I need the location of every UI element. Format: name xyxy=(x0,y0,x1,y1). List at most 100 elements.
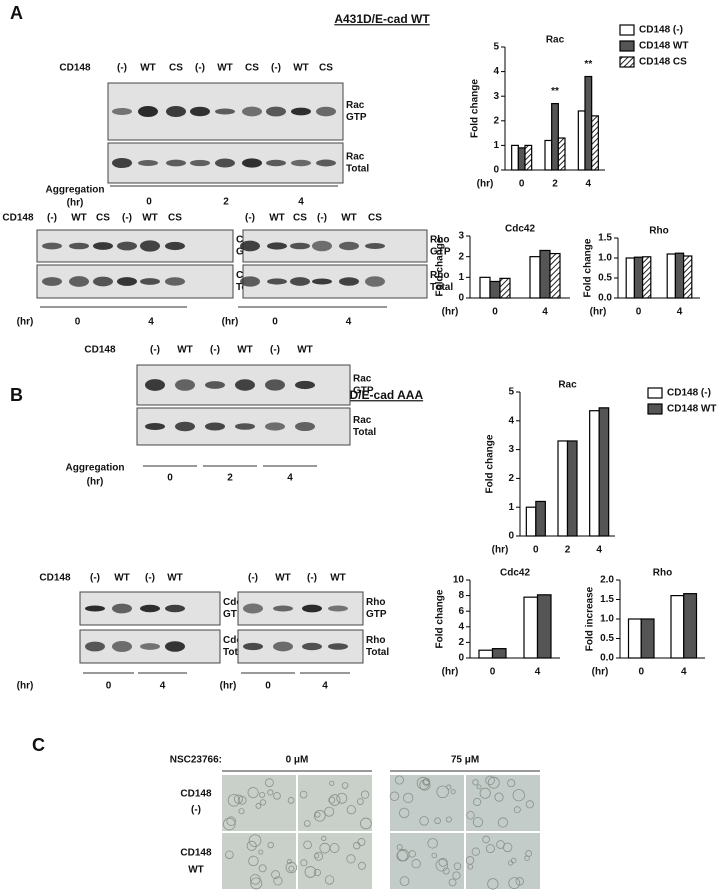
cell xyxy=(248,834,262,847)
blot-band xyxy=(166,105,186,118)
chart-title: Rho xyxy=(653,568,672,579)
x-tick-label: 0 xyxy=(492,307,498,318)
blot-band xyxy=(295,421,315,432)
lane-label: WT xyxy=(237,345,253,356)
blot-band xyxy=(112,157,132,169)
bar xyxy=(627,618,642,659)
micrograph xyxy=(466,833,540,889)
cell xyxy=(314,853,320,859)
x-tick-label: 2 xyxy=(552,179,558,190)
blot-band xyxy=(240,276,260,287)
axis-label: (hr) xyxy=(67,198,84,209)
legend-swatch xyxy=(619,24,635,36)
blot-band xyxy=(165,641,185,652)
x-tick-label: 4 xyxy=(681,667,687,678)
x-tick-label: 0 xyxy=(533,545,539,556)
x-tick-label: 4 xyxy=(586,179,592,190)
cell xyxy=(329,843,340,853)
cell xyxy=(255,803,262,809)
y-tick-label: 0 xyxy=(508,531,514,542)
blot-band xyxy=(117,277,137,286)
x-axis-label: (hr) xyxy=(477,179,494,190)
lane-label: WT xyxy=(297,345,313,356)
blot-band xyxy=(117,241,137,251)
blot-band xyxy=(112,107,132,116)
cell xyxy=(472,779,479,786)
blot-band xyxy=(205,381,225,389)
cell xyxy=(508,877,521,890)
legend-swatch xyxy=(647,403,663,415)
y-tick-label: 1 xyxy=(493,140,499,151)
blot-band xyxy=(165,277,185,286)
legend-label: CD148 (-) xyxy=(667,388,711,399)
condition-label: 0 μM xyxy=(286,755,309,766)
y-tick-label: 1 xyxy=(508,502,514,513)
cell xyxy=(399,876,410,887)
bar xyxy=(584,75,593,171)
x-tick-label: 4 xyxy=(542,307,548,318)
time-label: 0 xyxy=(265,681,271,692)
cell xyxy=(507,779,516,788)
y-axis-label: Fold change xyxy=(435,589,446,648)
blot-band xyxy=(273,641,293,652)
time-label: 4 xyxy=(160,681,166,692)
band-label: GTP xyxy=(366,609,387,620)
cell xyxy=(487,878,499,890)
blot-band xyxy=(273,605,293,612)
blot-band xyxy=(267,242,287,250)
y-tick-label: 1 xyxy=(458,272,464,283)
y-tick-label: 3 xyxy=(493,91,499,102)
micrograph xyxy=(222,775,296,831)
y-tick-label: 2 xyxy=(493,115,499,126)
cell xyxy=(336,792,348,804)
cell xyxy=(264,778,274,788)
lane-label: (-) xyxy=(317,213,327,224)
y-tick-label: 2 xyxy=(508,473,514,484)
cell xyxy=(248,855,259,867)
time-label: 0 xyxy=(146,197,152,208)
cell xyxy=(446,784,452,790)
bar xyxy=(682,255,693,299)
bar xyxy=(557,137,566,171)
y-tick-label: 2 xyxy=(458,637,464,648)
panel-label: A xyxy=(10,3,23,23)
treatment-label: NSC23766: xyxy=(170,755,222,766)
cell xyxy=(396,844,403,851)
time-label: 0 xyxy=(272,317,278,328)
band-label: Rac xyxy=(346,100,365,111)
cell xyxy=(419,779,431,791)
cell xyxy=(422,778,431,786)
y-tick-label: 8 xyxy=(458,590,464,601)
cell xyxy=(287,797,295,804)
cell xyxy=(419,816,429,826)
cell xyxy=(300,859,308,867)
axis-label: (hr) xyxy=(87,477,104,488)
legend-label: CD148 WT xyxy=(667,404,716,415)
time-label: 0 xyxy=(106,681,112,692)
band-label: Rho xyxy=(366,635,385,646)
cell xyxy=(452,871,461,880)
time-label: 0 xyxy=(75,317,81,328)
bar xyxy=(666,253,677,299)
cell xyxy=(467,863,474,870)
blot-band xyxy=(291,159,311,167)
axis-label: (hr) xyxy=(220,681,237,692)
blot-band xyxy=(267,278,287,285)
row-label: CD148 xyxy=(180,848,212,859)
bar xyxy=(589,410,600,537)
cell xyxy=(448,878,457,887)
cell xyxy=(435,858,449,872)
bar xyxy=(511,144,519,171)
bar xyxy=(683,593,698,659)
chart-title: Rac xyxy=(546,35,565,46)
cell xyxy=(445,816,452,823)
cell xyxy=(471,847,480,856)
blot-band xyxy=(190,106,210,117)
cell xyxy=(299,790,308,799)
row-label: CD148 xyxy=(84,345,116,356)
y-tick-label: 0.0 xyxy=(600,653,614,664)
blot-band xyxy=(140,278,160,285)
band-label: Rac xyxy=(346,152,365,163)
blot-band xyxy=(339,241,359,251)
bar xyxy=(591,115,599,171)
